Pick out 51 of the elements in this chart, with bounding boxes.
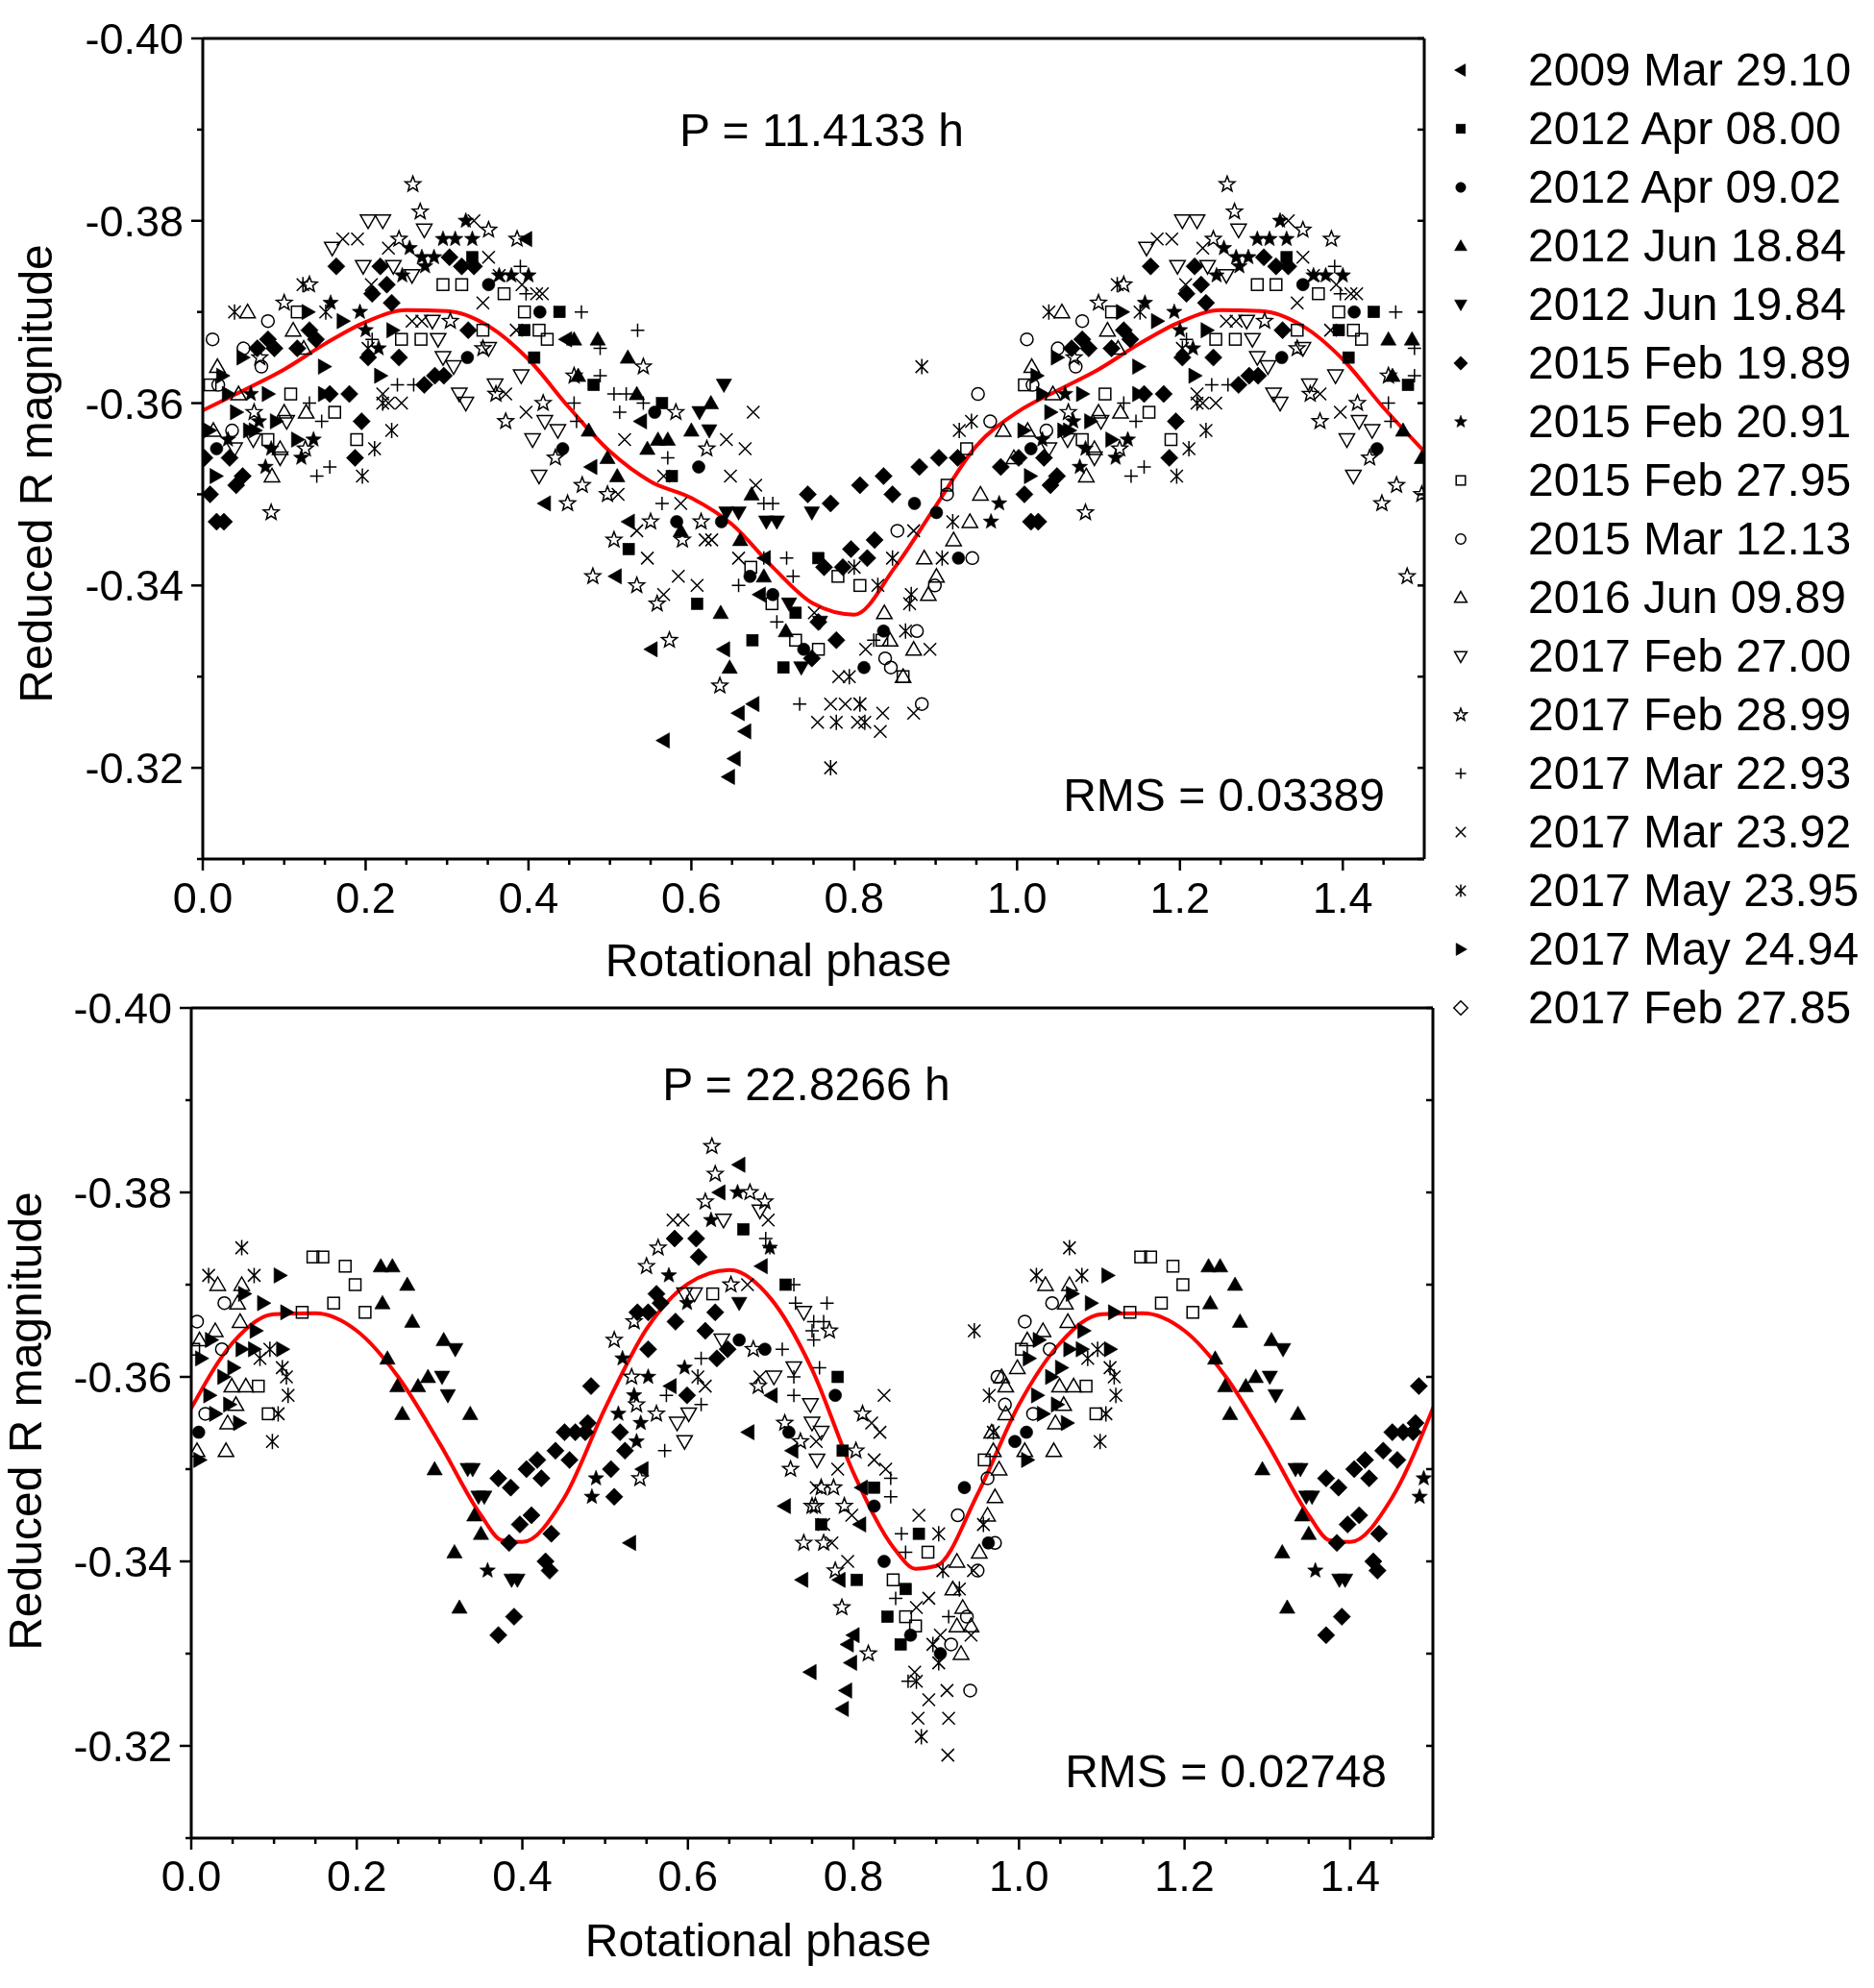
legend-label: 2017 May 24.94 — [1528, 921, 1860, 976]
legend-label: 2017 Mar 23.92 — [1528, 804, 1852, 859]
x-tick-label: 0.4 — [492, 1852, 553, 1901]
y-tick-label: -0.40 — [85, 14, 184, 63]
legend-label: 2015 Feb 19.89 — [1528, 335, 1852, 390]
legend-label: 2015 Feb 20.91 — [1528, 394, 1852, 449]
x-tick-label: 0.0 — [172, 873, 234, 922]
x-tick-label: 0.6 — [661, 873, 722, 922]
x-tick-label: 0.2 — [326, 1852, 387, 1901]
y-tick-label: -0.32 — [85, 744, 184, 794]
legend-label: 2015 Mar 12.13 — [1528, 511, 1852, 566]
annotation: RMS = 0.02748 — [1065, 1746, 1387, 1797]
legend-label: 2017 May 23.95 — [1528, 863, 1860, 918]
legend-label: 2012 Apr 09.02 — [1528, 160, 1841, 214]
y-tick-label: -0.34 — [85, 561, 184, 611]
y-axis-title: Reduced R magnitude — [11, 244, 62, 703]
y-axis-title: Reduced R magnitude — [0, 1191, 51, 1651]
y-tick-label: -0.38 — [73, 1168, 172, 1217]
legend-label: 2009 Mar 29.10 — [1528, 42, 1852, 97]
x-tick-label: 0.0 — [160, 1852, 222, 1901]
x-tick-label: 1.0 — [989, 1852, 1049, 1901]
x-tick-label: 0.8 — [823, 1852, 884, 1901]
legend-label: 2017 Feb 27.85 — [1528, 980, 1852, 1035]
legend-label: 2017 Feb 27.00 — [1528, 628, 1852, 683]
legend-label: 2017 Mar 22.93 — [1528, 746, 1852, 800]
legend-label: 2017 Feb 28.99 — [1528, 687, 1852, 742]
x-tick-label: 1.2 — [1154, 1852, 1215, 1901]
x-tick-label: 1.2 — [1149, 873, 1211, 922]
y-tick-label: -0.34 — [73, 1537, 172, 1586]
y-tick-label: -0.36 — [73, 1353, 172, 1402]
x-tick-label: 0.2 — [335, 873, 396, 922]
annotation: RMS = 0.03389 — [1063, 770, 1385, 821]
x-tick-label: 1.4 — [1312, 873, 1373, 922]
legend-label: 2015 Feb 27.95 — [1528, 453, 1852, 507]
legend-label: 2012 Apr 08.00 — [1528, 101, 1841, 156]
y-tick-label: -0.38 — [85, 196, 184, 246]
x-tick-label: 1.0 — [987, 873, 1048, 922]
legend-label: 2016 Jun 09.89 — [1528, 570, 1846, 625]
annotation: P = 22.8266 h — [662, 1059, 950, 1110]
legend-label: 2012 Jun 19.84 — [1528, 277, 1846, 331]
y-tick-label: -0.32 — [73, 1722, 172, 1771]
y-tick-label: -0.36 — [85, 379, 184, 429]
annotation: P = 11.4133 h — [679, 105, 964, 156]
x-tick-label: 0.4 — [498, 873, 559, 922]
y-tick-label: -0.40 — [73, 984, 172, 1033]
legend-label: 2012 Jun 18.84 — [1528, 218, 1846, 273]
x-axis-title: Rotational phase — [584, 1915, 932, 1966]
x-axis-title: Rotational phase — [604, 935, 952, 986]
x-tick-label: 0.8 — [824, 873, 885, 922]
x-tick-label: 0.6 — [657, 1852, 719, 1901]
x-tick-label: 1.4 — [1319, 1852, 1381, 1901]
